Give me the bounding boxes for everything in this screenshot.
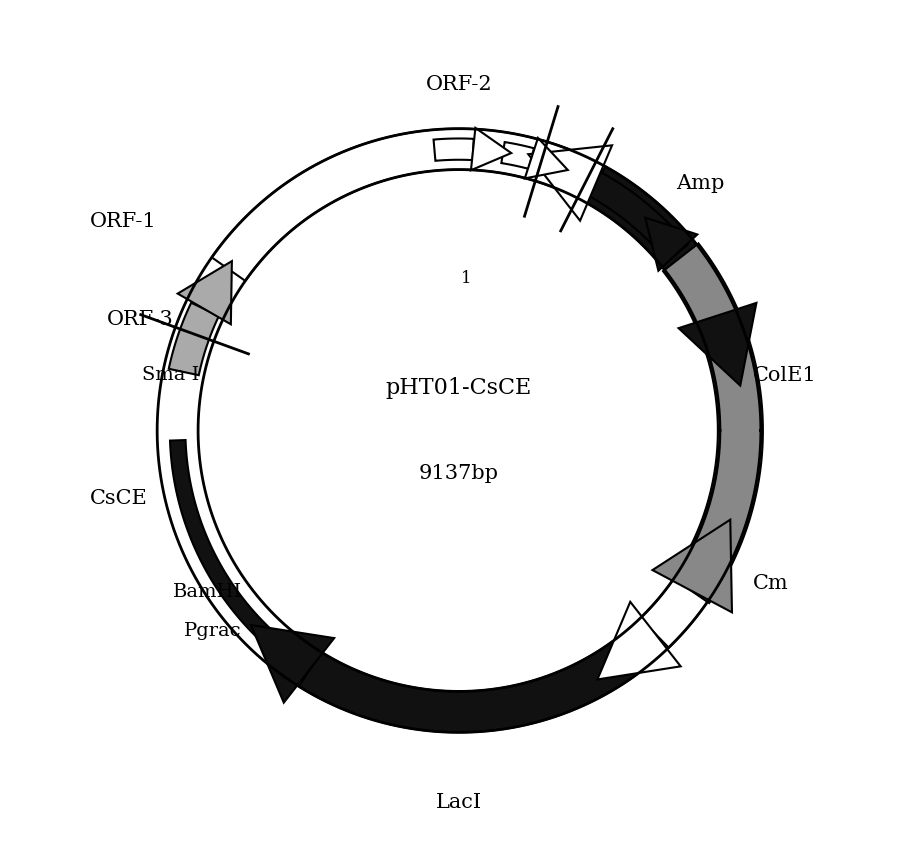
Polygon shape — [212, 128, 605, 281]
Polygon shape — [640, 347, 761, 647]
Text: ColE1: ColE1 — [753, 366, 817, 385]
Polygon shape — [170, 440, 283, 652]
Polygon shape — [169, 303, 218, 375]
Text: Amp: Amp — [677, 174, 725, 193]
Text: BamHI: BamHI — [173, 583, 241, 601]
Polygon shape — [663, 244, 763, 603]
Text: Cm: Cm — [753, 574, 789, 593]
Polygon shape — [299, 641, 636, 733]
Polygon shape — [178, 261, 232, 325]
Text: CsCE: CsCE — [90, 489, 148, 508]
Text: ORF-3: ORF-3 — [106, 310, 174, 329]
Polygon shape — [528, 146, 612, 220]
Polygon shape — [157, 128, 761, 733]
Text: Sma I: Sma I — [141, 366, 199, 384]
Text: 1: 1 — [461, 270, 471, 288]
Text: pHT01-CsCE: pHT01-CsCE — [386, 377, 532, 399]
Polygon shape — [653, 520, 732, 612]
Polygon shape — [645, 218, 698, 270]
Text: 9137bp: 9137bp — [419, 463, 499, 483]
Polygon shape — [525, 138, 568, 178]
Text: ORF-1: ORF-1 — [90, 212, 156, 231]
Text: LacI: LacI — [436, 793, 482, 812]
Polygon shape — [501, 142, 534, 169]
Polygon shape — [540, 144, 734, 325]
Text: ORF-2: ORF-2 — [426, 75, 492, 94]
Text: Pgrac: Pgrac — [184, 623, 241, 641]
Polygon shape — [598, 602, 680, 679]
Polygon shape — [581, 168, 688, 262]
Polygon shape — [251, 625, 334, 703]
Polygon shape — [433, 139, 474, 161]
Polygon shape — [678, 303, 756, 386]
Polygon shape — [471, 128, 511, 170]
